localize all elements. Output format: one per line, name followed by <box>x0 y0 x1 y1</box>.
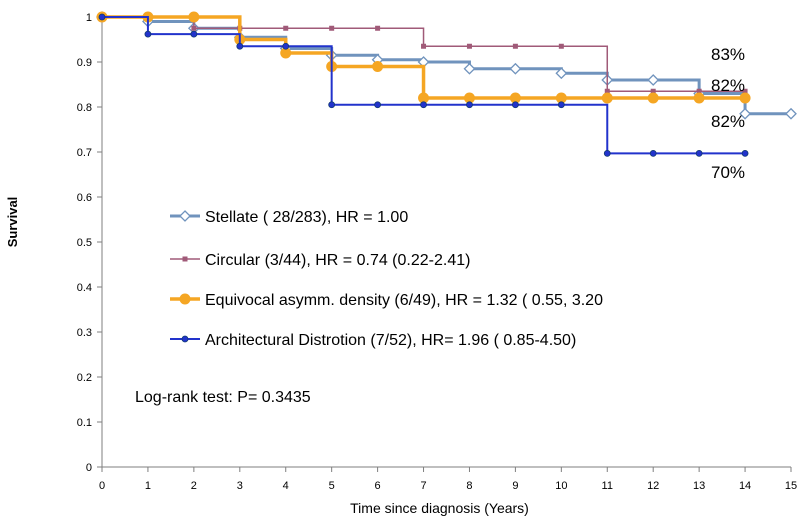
data-point <box>558 43 564 49</box>
data-point <box>374 101 382 109</box>
data-point <box>179 210 191 222</box>
y-tick-label: 0.8 <box>77 102 92 114</box>
data-point <box>695 149 703 157</box>
data-point <box>557 101 565 109</box>
data-point <box>375 25 381 31</box>
y-tick-label: 0.5 <box>77 237 92 249</box>
y-tick-label: 0.9 <box>77 57 92 69</box>
log-rank-annotation: Log-rank test: P= 0.3435 <box>135 389 311 406</box>
data-point <box>191 25 197 31</box>
data-point <box>144 30 152 38</box>
data-point <box>236 42 244 50</box>
y-tick-label: 0.4 <box>77 282 92 294</box>
x-tick-label: 1 <box>145 480 151 492</box>
legend: Stellate ( 28/283), HR = 1.00 Circular (3… <box>170 209 603 349</box>
data-point <box>509 62 522 75</box>
data-point <box>785 107 797 120</box>
legend-label: Architectural Distrotion (7/52), HR= 1.9… <box>205 332 576 349</box>
data-point <box>604 88 610 94</box>
x-tick-label: 12 <box>647 480 659 492</box>
data-point <box>179 293 191 305</box>
x-tick-label: 10 <box>555 480 567 492</box>
x-tick-label: 15 <box>785 480 797 492</box>
data-point <box>649 149 657 157</box>
x-tick-label: 4 <box>283 480 289 492</box>
end-label-series-1: 82% <box>711 112 745 131</box>
x-axis-title: Time since diagnosis (Years) <box>350 500 529 516</box>
x-tick-label: 9 <box>512 480 518 492</box>
data-point <box>603 149 611 157</box>
series-layer <box>96 11 797 157</box>
y-tick-label: 0.2 <box>77 372 92 384</box>
data-point <box>420 101 427 109</box>
y-tick-label: 0.1 <box>77 417 92 429</box>
x-tick-label: 13 <box>693 480 705 492</box>
end-labels: 83% 82% 82% 70% <box>711 45 745 182</box>
legend-label: Equivocal asymm. density (6/49), HR = 1.… <box>205 292 603 309</box>
data-point <box>555 67 568 80</box>
data-point <box>182 256 188 262</box>
x-tick-label: 11 <box>602 480 613 492</box>
data-point <box>466 101 473 109</box>
data-point <box>466 43 472 49</box>
legend-item-1: Stellate ( 28/283), HR = 1.00 <box>170 209 408 226</box>
data-point <box>181 335 189 343</box>
end-label-series-2: 83% <box>711 45 745 64</box>
data-point <box>650 88 656 94</box>
y-tick-label: 0.3 <box>77 327 92 339</box>
y-tick-label: 0.6 <box>77 192 92 204</box>
legend-label: Stellate ( 28/283), HR = 1.00 <box>205 209 408 226</box>
data-point <box>283 25 289 31</box>
data-point <box>372 61 384 72</box>
x-tick-label: 3 <box>237 480 243 492</box>
data-point <box>696 88 702 94</box>
data-point <box>647 74 660 86</box>
x-tick-label: 8 <box>466 480 472 492</box>
data-point <box>601 92 613 104</box>
data-point <box>739 107 751 120</box>
data-point <box>512 101 519 109</box>
data-point <box>280 47 292 59</box>
end-label-series-3: 82% <box>711 76 745 95</box>
data-point <box>282 42 290 50</box>
y-tick-label: 0.7 <box>77 147 92 159</box>
data-point <box>421 43 427 49</box>
axes: 00.10.20.30.40.50.60.70.80.910 1 2 3 4 5 6 7 8 9 1… <box>5 12 797 516</box>
x-tick-label: 2 <box>191 480 197 492</box>
y-axis-title: Survival <box>5 197 20 248</box>
data-point <box>693 92 705 104</box>
data-point <box>742 88 748 94</box>
legend-item-2: Circular (3/44), HR = 0.74 (0.22-2.41) <box>170 252 470 269</box>
x-tick-label: 5 <box>329 480 335 492</box>
x-tick-label: 6 <box>375 480 381 492</box>
data-point <box>190 30 198 38</box>
data-point <box>512 43 518 49</box>
y-tick-label: 1 <box>86 12 92 24</box>
legend-label: Circular (3/44), HR = 0.74 (0.22-2.41) <box>205 252 470 269</box>
x-tick-label: 0 <box>99 480 105 492</box>
data-point <box>741 149 749 157</box>
y-tick-label: 0 <box>86 462 92 474</box>
data-point <box>329 25 335 31</box>
legend-item-3: Equivocal asymm. density (6/49), HR = 1.… <box>170 292 603 309</box>
x-tick-label: 7 <box>420 480 426 492</box>
series-2 <box>99 14 748 94</box>
data-point <box>418 92 430 104</box>
data-point <box>647 92 659 104</box>
legend-item-4: Architectural Distrotion (7/52), HR= 1.9… <box>170 332 576 349</box>
data-point <box>188 11 200 23</box>
data-point <box>739 92 751 104</box>
data-point <box>328 101 336 109</box>
end-label-series-4: 70% <box>711 163 745 182</box>
data-point <box>98 13 106 21</box>
series-4 <box>98 13 749 157</box>
data-point <box>463 92 475 104</box>
data-point <box>555 92 567 104</box>
data-point <box>463 62 476 75</box>
x-tick-label: 14 <box>739 480 751 492</box>
data-point <box>509 92 521 104</box>
